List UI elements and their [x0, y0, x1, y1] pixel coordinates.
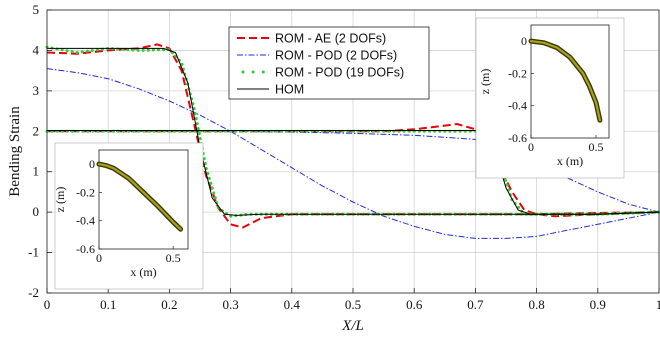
inset-x-label: x (m) — [557, 154, 583, 168]
x-tick-label: 0.3 — [222, 297, 238, 312]
legend-label: ROM - POD (2 DOFs) — [275, 49, 397, 63]
inset-x-tick-label: 0.5 — [589, 140, 604, 154]
inset-y-tick-label: -0.6 — [508, 131, 527, 145]
inset-y-tick-label: -0.2 — [76, 185, 95, 199]
inset-top-right: 0 0.5 0 -0.2 -0.4 -0.6 x (m) z (m) — [475, 17, 625, 179]
deformed-shape-line — [97, 163, 182, 231]
y-tick-label: 4 — [33, 42, 40, 57]
x-tick-label: 0 — [44, 297, 51, 312]
inset-y-tick-label: 0 — [521, 34, 527, 48]
inset-bottom-left: 0 0.5 0 -0.2 -0.4 -0.6 x (m) z (m) — [53, 142, 204, 290]
inset-y-tick-label: -0.4 — [508, 99, 527, 113]
plot-frame — [46, 9, 660, 294]
inset-y-tick-label: -0.4 — [76, 214, 95, 228]
y-tick-label: 0 — [33, 204, 40, 219]
legend: ROM - AE (2 DOFs) ROM - POD (2 DOFs) ROM -… — [228, 26, 430, 100]
legend-label: HOM — [275, 83, 304, 97]
inset-y-label: z (m) — [53, 187, 67, 213]
y-tick-label: 3 — [33, 83, 40, 98]
inset-x-tick-label: 0 — [528, 140, 534, 154]
x-tick-label: 1 — [656, 297, 660, 312]
x-tick-label: 0.2 — [161, 297, 177, 312]
legend-label: ROM - POD (19 DOFs) — [275, 66, 404, 80]
series-line-rom-pod-19-dofs--2 — [45, 129, 660, 216]
inset-frame — [98, 149, 189, 250]
y-tick-label: 5 — [33, 2, 40, 17]
series-line-rom-pod-2-dofs--1 — [46, 68, 660, 239]
x-tick-label: 0.4 — [284, 297, 301, 312]
inset-y-tick-label: 0 — [89, 157, 95, 171]
y-tick-label: 1 — [33, 164, 40, 179]
x-tick-label: 0.6 — [406, 297, 423, 312]
inset-x-tick-label: 0 — [96, 251, 102, 265]
series-line-hom-1 — [47, 47, 660, 216]
x-axis-label: X/L — [341, 318, 364, 334]
y-axis-label: Bending Strain — [7, 106, 23, 197]
inset-x-label: x (m) — [130, 265, 156, 279]
legend-label: ROM - AE (2 DOFs) — [275, 32, 386, 46]
y-tick-label: 2 — [33, 123, 40, 138]
inset-y-tick-label: -0.2 — [508, 66, 527, 80]
y-tick-label: -2 — [28, 285, 39, 300]
inset-x-tick-label: 0.5 — [166, 251, 181, 265]
inset-y-tick-label: -0.6 — [76, 242, 95, 256]
series-line-rom-ae-2-dofs--1 — [46, 43, 660, 229]
x-tick-label: 0.5 — [345, 297, 361, 312]
y-tick-label: -1 — [28, 245, 39, 260]
series-line-rom-pod-2-dofs--2 — [47, 130, 660, 213]
x-tick-label: 0.1 — [100, 297, 116, 312]
x-tick-label: 0.7 — [467, 297, 484, 312]
x-tick-label: 0.8 — [528, 297, 544, 312]
deformed-shape-line — [529, 40, 601, 122]
inset-y-label: z (m) — [478, 69, 492, 95]
x-tick-label: 0.9 — [590, 297, 606, 312]
